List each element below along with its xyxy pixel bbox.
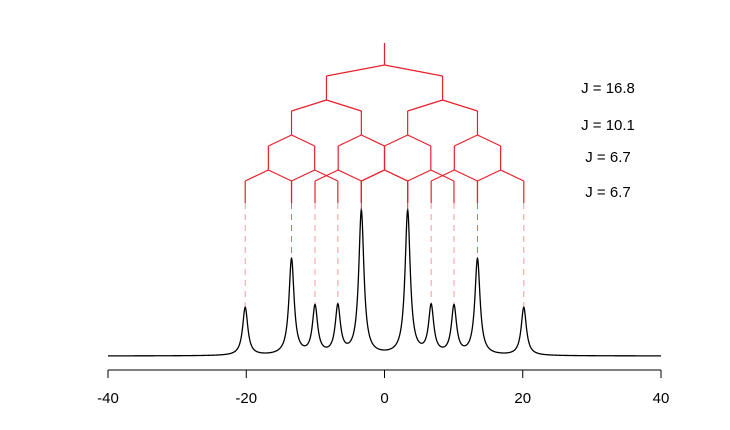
tree-split — [477, 169, 501, 182]
tree-split — [326, 99, 362, 112]
j-label: J = 6.7 — [585, 149, 630, 166]
tree-split — [454, 169, 478, 182]
tree-split — [361, 169, 385, 182]
tree-split — [291, 99, 327, 112]
tree-split — [268, 134, 292, 147]
tree-split — [407, 99, 443, 112]
x-tick-label: 40 — [653, 390, 670, 407]
x-tick-label: 20 — [514, 390, 531, 407]
x-tick-label: -40 — [97, 390, 119, 407]
tree-split — [337, 134, 362, 147]
tree-split — [442, 99, 478, 112]
j-label: J = 16.8 — [581, 80, 635, 97]
tree-split — [384, 64, 443, 77]
tree-split — [384, 134, 408, 147]
tree-split — [314, 169, 339, 182]
tree-split — [268, 169, 292, 182]
spectrum — [108, 207, 661, 357]
x-tick-label: -20 — [235, 390, 257, 407]
tree-split — [454, 134, 478, 147]
tree-split — [477, 134, 501, 147]
tree-split — [244, 169, 269, 182]
x-tick-label: 0 — [380, 390, 388, 407]
tree-split — [326, 64, 385, 77]
tree-split — [361, 134, 385, 147]
tree-split — [337, 169, 362, 182]
tree-split — [407, 134, 432, 147]
tree-split — [430, 169, 455, 182]
tree-split — [384, 169, 408, 182]
tree-split — [500, 169, 525, 182]
j-label: J = 6.7 — [585, 184, 630, 201]
tree-split — [291, 169, 315, 182]
tree-split — [407, 169, 432, 182]
tree-split — [291, 134, 315, 147]
j-label: J = 10.1 — [581, 117, 635, 134]
